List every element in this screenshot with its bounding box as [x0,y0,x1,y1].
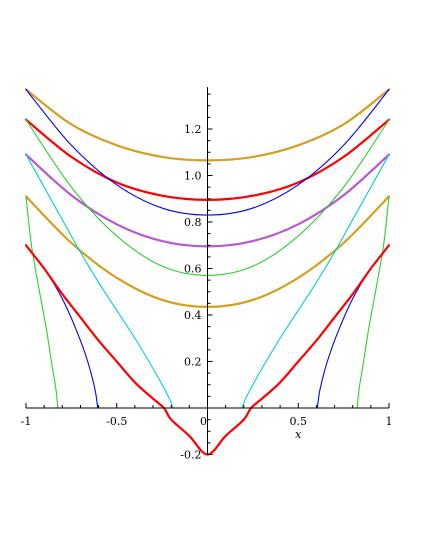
y-tick-label: 0.4 [184,309,202,322]
y-tick-label: 1.2 [184,123,202,136]
ticks-group: -1 -0.5 0 0.5 1 -0.2 0.2 0.4 0.6 0.8 1.0 1.2 [21,93,393,462]
y-tick-label: -0.2 [180,449,201,462]
x-tick-label: 0 [200,415,207,428]
x-tick-label: 1 [386,415,393,428]
axes-group [26,87,389,455]
y-tick-label: 0.2 [184,356,202,369]
series-line-6 [25,154,174,409]
y-tick-label: 0.8 [184,216,202,229]
series-line-9 [356,195,390,409]
series-line-8 [25,195,59,409]
series-line-7 [241,154,390,409]
x-axis-label: x [295,428,302,441]
y-tick-label: 1.0 [184,170,202,183]
x-tick-label: -1 [21,415,32,428]
x-tick-label: 0.5 [290,415,308,428]
y-tick-label: 0.6 [184,263,202,276]
x-tick-label: -0.5 [106,415,127,428]
